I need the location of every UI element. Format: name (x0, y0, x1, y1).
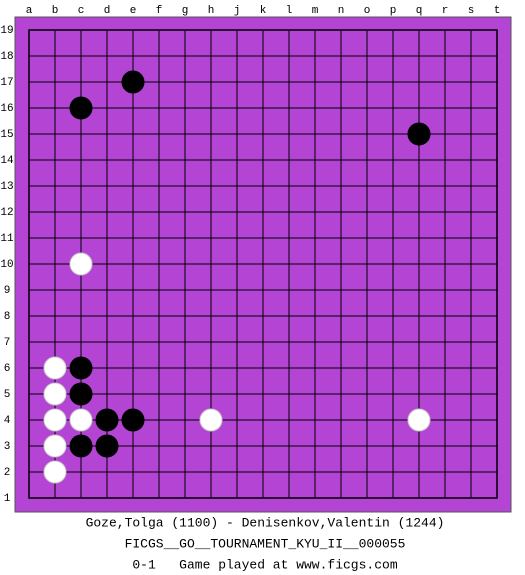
white-stone (43, 408, 67, 432)
black-stone (69, 356, 93, 380)
column-label: n (338, 5, 345, 17)
row-label: 9 (4, 285, 11, 297)
result-line: 0-1 Game played at www.ficgs.com (132, 557, 397, 572)
row-label: 4 (4, 415, 11, 427)
column-label: s (468, 5, 475, 17)
white-stone (407, 408, 431, 432)
column-label: b (52, 5, 59, 17)
column-label: j (234, 5, 241, 17)
white-stone (69, 408, 93, 432)
column-label: l (286, 5, 293, 17)
column-label: c (78, 5, 85, 17)
row-label: 18 (0, 51, 13, 63)
row-label: 8 (4, 311, 11, 323)
white-stone (69, 252, 93, 276)
row-label: 7 (4, 337, 11, 349)
row-label: 15 (0, 129, 13, 141)
white-stone (43, 356, 67, 380)
row-label: 10 (0, 259, 13, 271)
row-label: 11 (0, 233, 14, 245)
column-label: r (442, 5, 449, 17)
black-stone (69, 96, 93, 120)
black-stone (69, 434, 93, 458)
row-label: 16 (0, 103, 13, 115)
row-label: 13 (0, 181, 13, 193)
white-stone (43, 382, 67, 406)
black-stone (407, 122, 431, 146)
white-stone (199, 408, 223, 432)
row-label: 17 (0, 77, 13, 89)
column-label: e (130, 5, 137, 17)
black-stone (95, 434, 119, 458)
column-label: t (494, 5, 501, 17)
black-stone (95, 408, 119, 432)
row-label: 6 (4, 363, 11, 375)
column-label: f (156, 5, 163, 17)
row-label: 12 (0, 207, 13, 219)
stones (43, 70, 431, 484)
row-label: 2 (4, 467, 11, 479)
white-stone (43, 434, 67, 458)
column-label: h (208, 5, 215, 17)
column-label: g (182, 5, 189, 17)
black-stone (69, 382, 93, 406)
black-stone (121, 408, 145, 432)
column-label: a (26, 5, 33, 17)
column-label: d (104, 5, 111, 17)
column-label: o (364, 5, 371, 17)
column-label: q (416, 5, 423, 17)
row-label: 14 (0, 155, 14, 167)
white-stone (43, 460, 67, 484)
black-stone (121, 70, 145, 94)
players: Goze,Tolga (1100) - Denisenkov,Valentin … (86, 515, 445, 530)
row-label: 5 (4, 389, 11, 401)
column-label: p (390, 5, 397, 17)
row-label: 3 (4, 441, 11, 453)
coordinates: a b c d e f g h j k l m n o p q r s t191817161514131211109… (0, 5, 500, 505)
row-label: 19 (0, 25, 13, 37)
event: FICGS__GO__TOURNAMENT_KYU_II__000055 (125, 536, 406, 551)
column-label: m (312, 5, 319, 17)
row-label: 1 (4, 493, 11, 505)
column-label: k (260, 5, 267, 17)
